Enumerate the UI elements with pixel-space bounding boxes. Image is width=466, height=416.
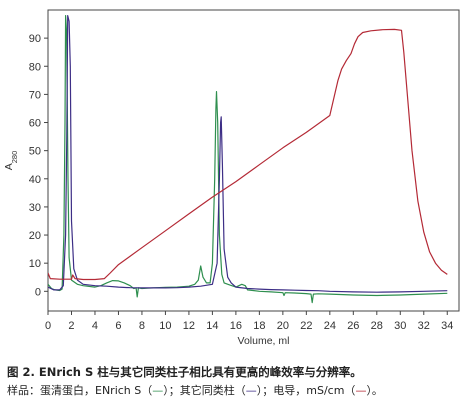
y-tick-label: 90 <box>29 33 41 45</box>
x-tick-label: 0 <box>45 320 51 332</box>
x-tick-label: 26 <box>347 320 359 332</box>
x-tick-label: 2 <box>68 320 74 332</box>
x-tick-label: 28 <box>371 320 383 332</box>
x-tick-label: 16 <box>230 320 242 332</box>
y-tick-label: 20 <box>29 230 41 242</box>
x-tick-label: 20 <box>277 320 289 332</box>
caption-suffix: ）。 <box>366 384 383 397</box>
series-layer <box>48 15 448 304</box>
plot-border <box>47 9 460 312</box>
y-tick-label: 50 <box>29 146 41 158</box>
x-tick-label: 14 <box>206 320 218 332</box>
legend-swatch-red: — <box>355 384 367 397</box>
y-tick-label: 40 <box>29 174 41 186</box>
x-tick-label: 4 <box>92 320 98 332</box>
x-axis-label: Volume, ml <box>238 335 290 347</box>
y-axis-ticks: 0 10 20 30 40 50 60 70 80 90 <box>29 33 48 298</box>
y-tick-label: 70 <box>29 89 41 101</box>
plot-frame <box>47 9 460 312</box>
x-tick-label: 24 <box>324 320 336 332</box>
legend-swatch-purple: — <box>245 384 257 397</box>
x-axis-ticks: 0 2 4 6 8 10 12 14 16 18 20 22 24 26 28 30 32 34 <box>45 311 453 332</box>
series-line-3 <box>48 28 448 281</box>
x-tick-label: 34 <box>441 320 453 332</box>
x-tick-label: 18 <box>253 320 265 332</box>
x-tick-label: 30 <box>394 320 406 332</box>
series-line-2 <box>48 15 448 293</box>
caption-prefix: 样品：蛋清蛋白，ENrich S（ <box>7 384 153 397</box>
x-tick-label: 22 <box>300 320 312 332</box>
y-tick-label: 80 <box>29 61 41 73</box>
x-tick-label: 12 <box>183 320 195 332</box>
x-tick-label: 32 <box>418 320 430 332</box>
series-line-1 <box>48 15 448 304</box>
y-tick-label: 0 <box>35 286 41 298</box>
y-axis-label-main: A <box>3 163 15 170</box>
figure-caption: 图 2. ENrich S 柱与其它同类柱子相比具有更高的峰效率与分辨率。 样品… <box>7 364 462 400</box>
x-tick-label: 10 <box>159 320 171 332</box>
y-axis-label: A280 <box>3 151 19 171</box>
caption-mid1: ）；其它同类柱（ <box>163 384 246 397</box>
caption-title: 图 2. ENrich S 柱与其它同类柱子相比具有更高的峰效率与分辨率。 <box>7 365 362 379</box>
y-axis-label-sub: 280 <box>10 151 19 164</box>
y-tick-label: 60 <box>29 118 41 130</box>
x-tick-label: 8 <box>139 320 145 332</box>
legend-swatch-green: — <box>152 384 164 397</box>
caption-mid2: ）；电导，mS/cm（ <box>256 384 356 397</box>
caption-sample-line: 样品：蛋清蛋白，ENrich S（—）；其它同类柱（—）；电导，mS/cm（—）… <box>7 381 462 400</box>
y-tick-label: 10 <box>29 258 41 270</box>
y-tick-label: 30 <box>29 202 41 214</box>
x-tick-label: 6 <box>115 320 121 332</box>
